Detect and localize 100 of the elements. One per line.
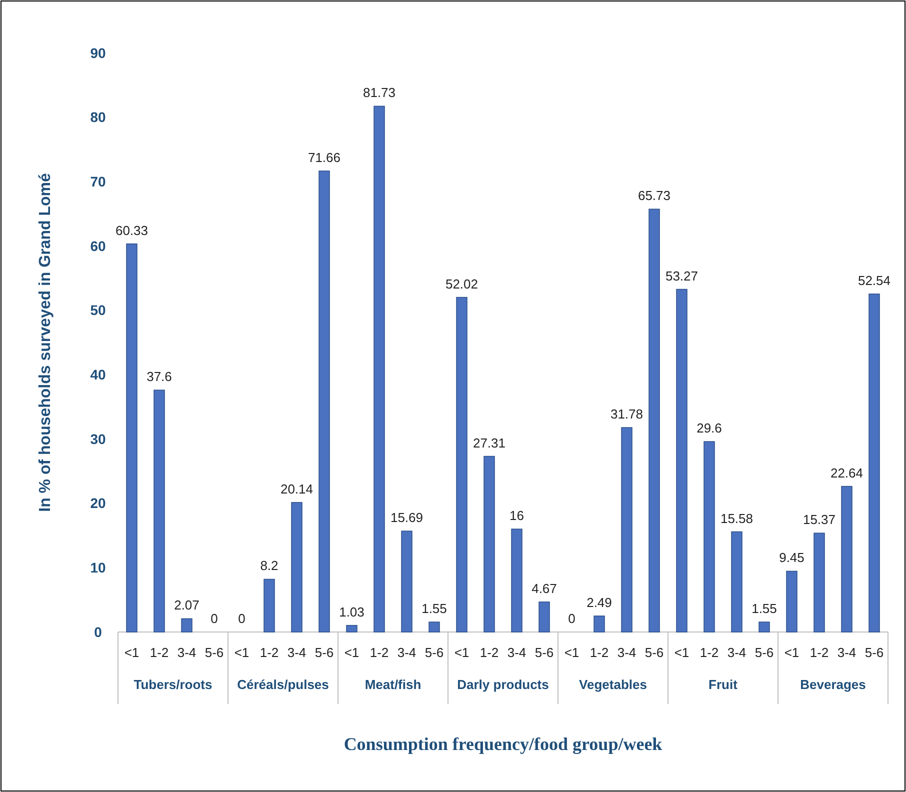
data-label: 2.49 [586, 594, 612, 610]
x-tick-label: 5-6 [424, 645, 444, 660]
data-label: 1.03 [339, 604, 364, 620]
x-tick-label: 3-4 [507, 645, 526, 660]
x-axis-title: Consumption frequency/food group/week [344, 734, 662, 754]
bar [154, 390, 165, 632]
bar [648, 208, 660, 632]
bar [456, 296, 468, 632]
y-tick-label: 60 [90, 238, 106, 254]
x-tick-label: <1 [234, 645, 250, 660]
data-label: 8.2 [260, 558, 278, 574]
x-tick-label: 3-4 [287, 645, 306, 660]
y-tick-label: 30 [90, 430, 106, 447]
bar [291, 502, 302, 632]
x-tick-label: <1 [784, 645, 800, 660]
x-tick-label: 1-2 [480, 645, 499, 660]
bar [868, 294, 880, 632]
data-label: 52.02 [445, 276, 478, 292]
x-tick-label: 3-4 [727, 645, 746, 660]
y-tick-label: 50 [90, 302, 106, 318]
x-tick-label: <1 [454, 645, 470, 660]
y-tick-label: 80 [90, 109, 106, 126]
x-tick-label: <1 [344, 645, 360, 660]
bar [318, 170, 330, 632]
y-tick-label: 10 [90, 560, 106, 576]
bar [704, 441, 715, 632]
data-label: 37.6 [146, 369, 172, 384]
x-tick-label: 1-2 [260, 645, 279, 660]
x-tick-label: <1 [124, 645, 140, 660]
data-label: 16 [510, 508, 524, 524]
y-axis-title: In % of households surveyed in Grand Lomé [37, 173, 54, 512]
data-label: 22.64 [830, 465, 864, 480]
data-label: 4.67 [532, 580, 557, 596]
x-tick-label: 3-4 [617, 645, 636, 660]
bar [346, 624, 358, 632]
x-tick-label: 5-6 [754, 645, 774, 660]
data-label: 60.33 [115, 222, 148, 238]
y-tick-label: 0 [94, 624, 102, 640]
bar [538, 602, 550, 632]
text: Fruit [708, 677, 738, 692]
data-label: 81.73 [362, 85, 396, 100]
x-tick-label: 5-6 [644, 645, 664, 660]
bar [758, 622, 770, 632]
text: Tubers/roots [134, 677, 212, 692]
data-label: 1.55 [422, 601, 447, 616]
y-tick-label: 20 [90, 495, 106, 512]
bar [126, 243, 138, 632]
bar [264, 578, 275, 632]
data-label: 15.69 [390, 510, 424, 526]
text: Beverages [800, 677, 866, 692]
bar [841, 486, 852, 632]
data-label: 20.14 [280, 481, 314, 496]
x-tick-label: 1-2 [590, 645, 609, 660]
data-label: 53.27 [665, 268, 698, 284]
bar [731, 531, 742, 632]
x-tick-label: 1-2 [810, 645, 829, 660]
text: Darly products [457, 677, 549, 692]
text: Vegetables [579, 677, 647, 692]
data-label: 9.45 [779, 550, 804, 566]
x-tick-label: 3-4 [177, 645, 196, 660]
x-tick-label: 1-2 [150, 645, 169, 660]
bar [374, 106, 385, 632]
bar [594, 616, 605, 632]
data-label: 15.37 [802, 512, 836, 528]
data-label: 15.58 [720, 510, 754, 526]
data-label: 1.55 [752, 601, 777, 616]
data-label: 71.66 [308, 150, 341, 165]
data-label: 27.31 [472, 435, 506, 450]
data-label: 0 [238, 611, 246, 626]
x-tick-label: 5-6 [314, 645, 334, 660]
bar [484, 456, 495, 632]
data-label: 29.6 [696, 420, 722, 436]
x-tick-label: 3-4 [837, 645, 856, 660]
x-tick-label: 1-2 [370, 645, 389, 660]
data-label: 0 [210, 611, 218, 626]
data-label: 65.73 [638, 188, 671, 204]
bar [511, 528, 522, 632]
y-tick-label: 70 [90, 174, 106, 190]
data-label: 52.54 [858, 272, 891, 288]
bar [621, 427, 632, 632]
data-label: 31.78 [610, 406, 644, 422]
bar [814, 532, 825, 632]
x-tick-label: 5-6 [534, 645, 554, 660]
bar [401, 530, 412, 632]
bar [181, 618, 192, 632]
y-tick-label: 90 [90, 44, 106, 61]
x-tick-label: 1-2 [700, 645, 719, 660]
data-label: 0 [568, 611, 576, 626]
bar [786, 570, 798, 632]
bar [428, 622, 440, 632]
x-tick-label: <1 [564, 645, 580, 660]
x-tick-label: <1 [674, 645, 690, 660]
text: Meat/fish [364, 677, 422, 692]
bar [676, 288, 688, 632]
text: Céréals/pulses [237, 677, 329, 692]
y-tick-label: 40 [90, 366, 106, 383]
data-label: 2.07 [174, 598, 200, 613]
x-tick-label: 5-6 [204, 645, 224, 660]
x-tick-label: 5-6 [864, 645, 884, 660]
x-tick-label: 3-4 [397, 645, 416, 660]
